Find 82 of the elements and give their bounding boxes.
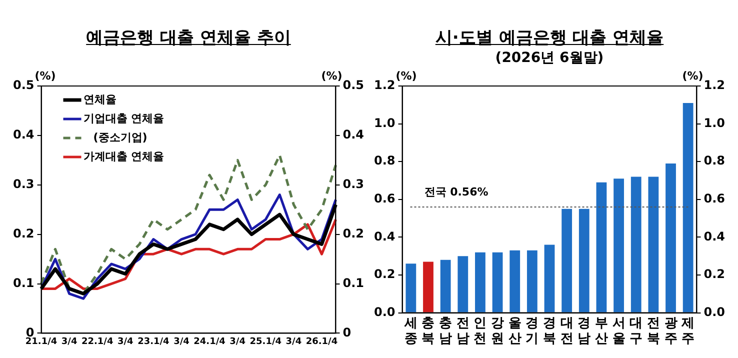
bar — [630, 176, 642, 312]
x-tick-label: 강원 — [491, 316, 504, 347]
bar — [423, 262, 434, 312]
y-tick-label: 0.1 — [12, 276, 34, 290]
bar — [526, 250, 538, 312]
bar — [682, 103, 694, 312]
y-axis-title: (%) — [396, 69, 417, 82]
legend-label: (중소기업) — [93, 130, 148, 144]
bar — [596, 182, 607, 312]
y2-tick-label: 0 — [342, 325, 352, 340]
y-tick-label: 1.2 — [374, 78, 396, 92]
x-tick-label: 25.1/4 — [250, 336, 282, 347]
chart-subtitle: (2026년 6월말) — [494, 49, 605, 67]
y2-tick-label: 0.4 — [704, 229, 726, 244]
bar — [492, 252, 503, 312]
x-tick-label: 대전 — [560, 316, 574, 347]
x-tick-label: 3/4 — [117, 336, 134, 347]
bar — [648, 176, 659, 312]
x-tick-label: 울산 — [508, 316, 522, 347]
y2-tick-label: 0.5 — [342, 78, 364, 92]
y2-tick-label: 1.0 — [704, 116, 726, 130]
x-tick-label: 충남 — [439, 316, 452, 347]
x-tick-label: 서울 — [612, 316, 626, 347]
x-tick-label: 3/4 — [174, 336, 190, 347]
bar — [544, 244, 555, 312]
x-tick-label: 대구 — [630, 316, 643, 347]
y-tick-label: 0.4 — [12, 128, 34, 142]
y-tick-label: 0.2 — [374, 267, 396, 282]
y-tick-label: 0.5 — [12, 78, 34, 92]
y-axis-title: (%) — [34, 69, 56, 82]
chart-title: 시·도별 예금은행 대출 연체율 — [434, 27, 665, 49]
ref-line-label: 전국 0.56% — [424, 185, 488, 198]
bar — [666, 163, 676, 312]
bar — [614, 178, 624, 312]
x-tick-label: 인천 — [474, 316, 487, 347]
y2-tick-label: 1.2 — [704, 78, 726, 92]
x-tick-label: 부산 — [594, 316, 608, 347]
x-tick-label: 전북 — [646, 316, 660, 347]
x-tick-label: 21.1/4 — [25, 336, 58, 347]
x-tick-label: 광주 — [664, 316, 678, 347]
y2-tick-label: 0.3 — [342, 177, 364, 192]
x-tick-label: 3/4 — [286, 336, 302, 347]
y2-axis-title: (%) — [321, 69, 342, 82]
x-tick-label: 제주 — [680, 316, 695, 347]
bar — [510, 250, 520, 312]
y2-tick-label: 0.8 — [704, 154, 726, 168]
x-tick-label: 3/4 — [230, 336, 246, 347]
x-tick-label: 충북 — [422, 316, 435, 347]
y-tick-label: 0.0 — [374, 304, 396, 319]
chart-title: 예금은행 대출 연체율 추이 — [85, 27, 292, 49]
bar — [440, 260, 451, 312]
bar — [562, 208, 572, 312]
x-tick-label: 경기 — [526, 316, 539, 347]
x-tick-label: 전남 — [456, 316, 470, 347]
legend-label: 연체율 — [83, 92, 116, 106]
x-tick-label: 경북 — [543, 316, 556, 347]
x-tick-label: 23.1/4 — [138, 336, 170, 347]
x-tick-label: 3/4 — [61, 336, 78, 347]
x-tick-label: 22.1/4 — [81, 336, 114, 347]
y2-axis-title: (%) — [682, 69, 704, 82]
legend-label: 기업대출 연체율 — [83, 112, 164, 125]
y-tick-label: 0.8 — [374, 154, 396, 168]
y2-tick-label: 0.1 — [342, 276, 364, 290]
y-tick-label: 0.4 — [374, 229, 396, 244]
x-tick-label: 세종 — [403, 316, 418, 347]
legend-label: 가계대출 연체율 — [83, 150, 164, 163]
x-tick-label: 경남 — [578, 316, 591, 347]
y-tick-label: 0.2 — [12, 226, 34, 240]
y2-tick-label: 0.6 — [704, 192, 726, 206]
y2-tick-label: 0.0 — [704, 304, 726, 319]
y2-tick-label: 0.4 — [342, 128, 364, 142]
y-tick-label: 0.6 — [374, 192, 396, 206]
bar — [458, 256, 468, 312]
x-tick-label: 26.1/4 — [306, 336, 338, 347]
y-tick-label: 1.0 — [374, 116, 396, 130]
bar — [406, 264, 416, 312]
y2-tick-label: 0.2 — [342, 226, 364, 240]
bar — [475, 252, 486, 312]
y-tick-label: 0.3 — [12, 177, 34, 192]
y2-tick-label: 0.2 — [704, 267, 726, 282]
bar — [578, 208, 590, 312]
x-tick-label: 24.1/4 — [194, 336, 226, 347]
